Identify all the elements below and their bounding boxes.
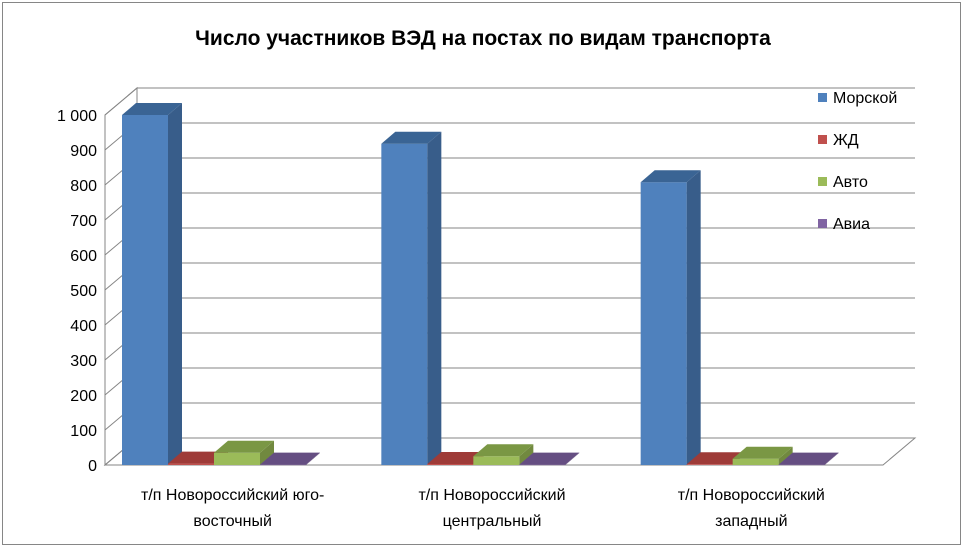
bar [778, 452, 839, 466]
bar [381, 131, 442, 465]
y-tick-label: 700 [70, 213, 97, 230]
x-axis-categories: т/п Новороссийский юго-восточный т/п Ново… [141, 487, 825, 530]
legend-label: Авто [833, 174, 868, 191]
y-tick-label: 200 [70, 388, 97, 405]
bar [640, 170, 701, 465]
bar-top [427, 451, 488, 464]
gridline [104, 157, 915, 186]
chart-walls [103, 86, 917, 467]
bar-chart: Число участников ВЭД на постах по видам … [57, 27, 917, 530]
bar-top [778, 452, 839, 465]
gridline [104, 297, 915, 326]
bar-front [168, 463, 214, 465]
bar-front [519, 464, 566, 466]
x-category-label: западный [715, 513, 787, 530]
bar-side [427, 131, 442, 465]
x-category-label: центральный [443, 513, 542, 530]
bar [473, 444, 534, 465]
bar [122, 103, 182, 465]
legend: Морской ЖД Авто Авиа [818, 90, 897, 233]
bar-front [473, 456, 520, 465]
y-tick-label: 800 [70, 178, 97, 195]
y-tick-label: 300 [70, 353, 97, 370]
y-tick-label: 100 [70, 423, 97, 440]
x-category-label: т/п Новороссийский [418, 487, 565, 504]
y-tick-label: 0 [88, 458, 97, 475]
gridline [104, 87, 915, 116]
bar-side [519, 444, 534, 465]
bar-front [122, 115, 168, 465]
bar-top [640, 170, 701, 183]
bar-front [381, 143, 428, 465]
bar-front [260, 464, 306, 466]
gridlines [104, 87, 915, 466]
bar-top [214, 440, 274, 453]
gridline [104, 367, 915, 396]
bar-side [824, 452, 839, 465]
x-category-label: восточный [193, 513, 272, 530]
bar-front [214, 452, 260, 465]
bar-front [427, 463, 474, 465]
bar-side [778, 446, 793, 465]
bar [732, 446, 793, 465]
bar [519, 452, 580, 466]
bar-front [640, 182, 687, 465]
bar-top [732, 446, 793, 459]
gridline [104, 122, 915, 151]
bar-side [306, 452, 320, 465]
bar-side [686, 170, 701, 465]
y-tick-label: 900 [70, 143, 97, 160]
bar-top [473, 444, 534, 457]
legend-label: ЖД [833, 132, 859, 149]
bar-front [778, 464, 825, 466]
legend-swatch [818, 135, 827, 144]
bar-front [732, 458, 779, 465]
bar [214, 440, 274, 465]
bar-top [686, 452, 747, 465]
bar-front [686, 464, 733, 465]
legend-swatch [818, 93, 827, 102]
y-tick-label: 600 [70, 248, 97, 265]
gridline [104, 192, 915, 221]
y-tick-label: 400 [70, 318, 97, 335]
bar-top [260, 452, 320, 465]
gridline [104, 402, 915, 431]
legend-label: Авиа [833, 216, 870, 233]
y-tick-label: 1 000 [57, 108, 97, 125]
gridline [104, 227, 915, 256]
gridline [104, 262, 915, 291]
legend-swatch [818, 177, 827, 186]
bar-side [168, 103, 182, 465]
bar-top [168, 451, 228, 464]
legend-swatch [818, 219, 827, 228]
chart-title: Число участников ВЭД на постах по видам … [195, 27, 771, 50]
bar-side [565, 452, 580, 465]
y-axis-ticks: 0 100 200 300 400 500 600 700 800 900 1 000 [57, 108, 97, 475]
x-category-label: т/п Новороссийский [678, 487, 825, 504]
bar-side [260, 440, 274, 465]
bar [260, 452, 320, 466]
x-category-label: т/п Новороссийский юго- [141, 487, 324, 504]
legend-label: Морской [833, 90, 897, 107]
gridline [104, 332, 915, 361]
bar-top [381, 131, 442, 144]
bar-top [122, 103, 182, 115]
bar-top [519, 452, 580, 465]
bars [122, 103, 839, 466]
y-tick-label: 500 [70, 283, 97, 300]
